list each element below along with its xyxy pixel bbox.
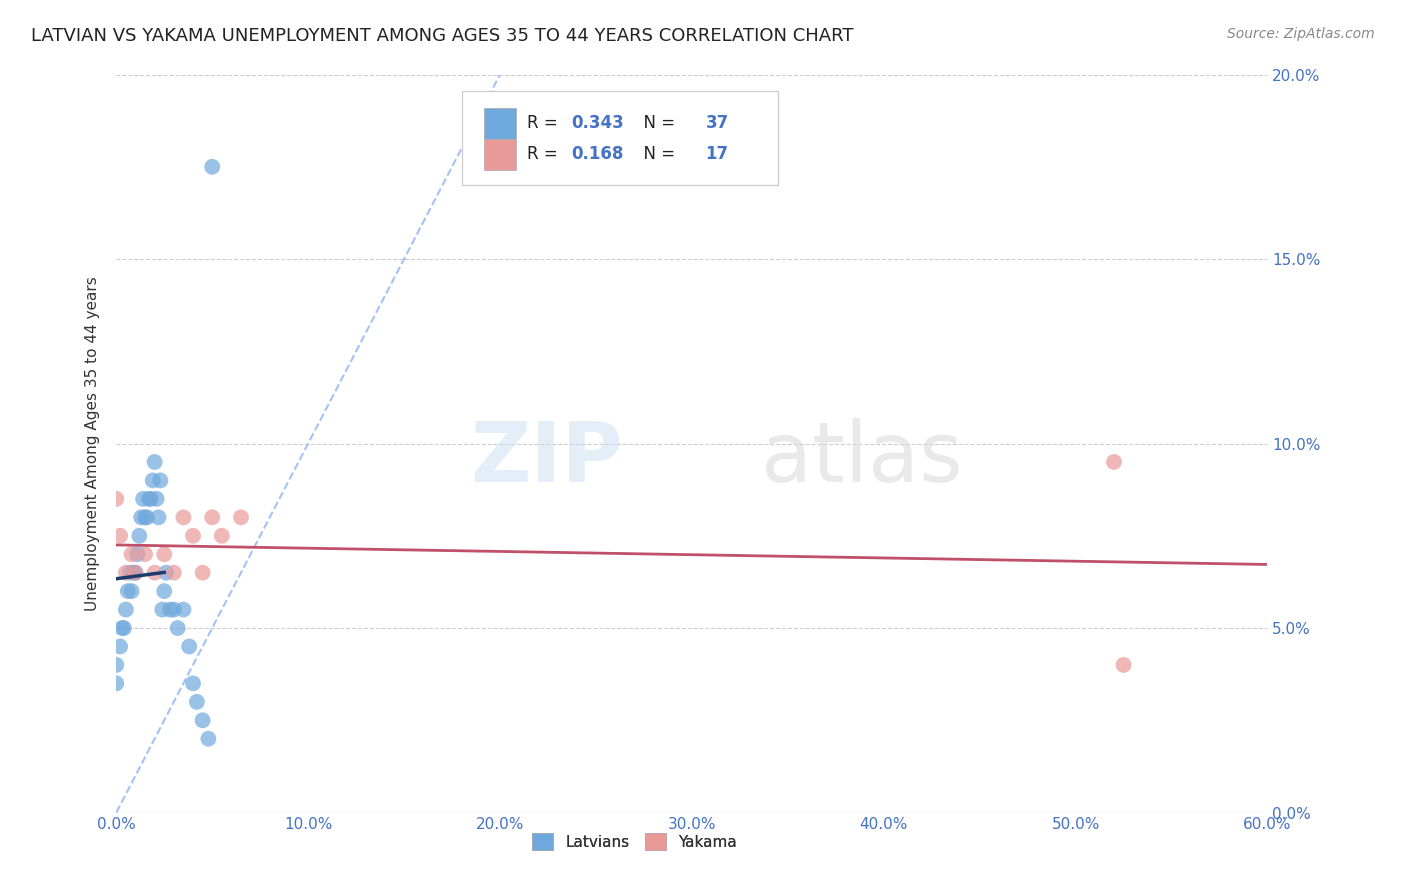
Point	[145, 491, 167, 506]
Point	[112, 621, 135, 635]
Point	[129, 510, 152, 524]
Legend: Latvians, Yakama: Latvians, Yakama	[526, 827, 744, 856]
Point	[1112, 657, 1135, 672]
Point	[191, 566, 214, 580]
Text: 0.168: 0.168	[571, 145, 623, 163]
Point	[132, 491, 155, 506]
FancyBboxPatch shape	[461, 91, 778, 186]
Point	[149, 474, 172, 488]
Point	[117, 584, 139, 599]
Point	[138, 491, 160, 506]
Point	[134, 547, 156, 561]
Point	[1102, 455, 1125, 469]
Text: ZIP: ZIP	[470, 417, 623, 499]
Point	[118, 566, 141, 580]
Point	[201, 510, 224, 524]
Point	[127, 547, 149, 561]
Point	[122, 566, 145, 580]
Point	[155, 566, 177, 580]
Text: Source: ZipAtlas.com: Source: ZipAtlas.com	[1227, 27, 1375, 41]
Text: N =: N =	[633, 145, 681, 163]
Point	[108, 640, 131, 654]
Point	[211, 529, 233, 543]
Point	[163, 602, 186, 616]
Point	[153, 547, 176, 561]
Point	[172, 510, 194, 524]
Point	[139, 491, 162, 506]
Y-axis label: Unemployment Among Ages 35 to 44 years: Unemployment Among Ages 35 to 44 years	[86, 277, 100, 611]
Point	[229, 510, 252, 524]
Text: LATVIAN VS YAKAMA UNEMPLOYMENT AMONG AGES 35 TO 44 YEARS CORRELATION CHART: LATVIAN VS YAKAMA UNEMPLOYMENT AMONG AGE…	[31, 27, 853, 45]
Point	[166, 621, 188, 635]
Point	[128, 529, 150, 543]
Text: R =: R =	[527, 114, 564, 132]
Point	[159, 602, 181, 616]
Point	[108, 529, 131, 543]
Point	[197, 731, 219, 746]
Text: atlas: atlas	[761, 417, 963, 499]
Point	[105, 491, 128, 506]
Point	[181, 676, 204, 690]
Text: 37: 37	[706, 114, 728, 132]
Text: 17: 17	[706, 145, 728, 163]
Point	[181, 529, 204, 543]
Point	[105, 676, 128, 690]
Point	[115, 566, 138, 580]
Point	[105, 657, 128, 672]
FancyBboxPatch shape	[484, 139, 516, 169]
Point	[179, 640, 201, 654]
Point	[201, 160, 224, 174]
Text: N =: N =	[633, 114, 681, 132]
Point	[148, 510, 170, 524]
Point	[163, 566, 186, 580]
Point	[124, 566, 146, 580]
Point	[143, 566, 166, 580]
Point	[124, 566, 146, 580]
Point	[136, 510, 159, 524]
Point	[191, 713, 214, 727]
Text: 0.343: 0.343	[571, 114, 624, 132]
Point	[153, 584, 176, 599]
Point	[142, 474, 165, 488]
Point	[143, 455, 166, 469]
Point	[172, 602, 194, 616]
FancyBboxPatch shape	[484, 108, 516, 139]
Point	[111, 621, 134, 635]
Point	[121, 584, 143, 599]
Point	[115, 602, 138, 616]
Point	[121, 547, 143, 561]
Point	[134, 510, 156, 524]
Point	[150, 602, 173, 616]
Text: R =: R =	[527, 145, 564, 163]
Point	[186, 695, 208, 709]
